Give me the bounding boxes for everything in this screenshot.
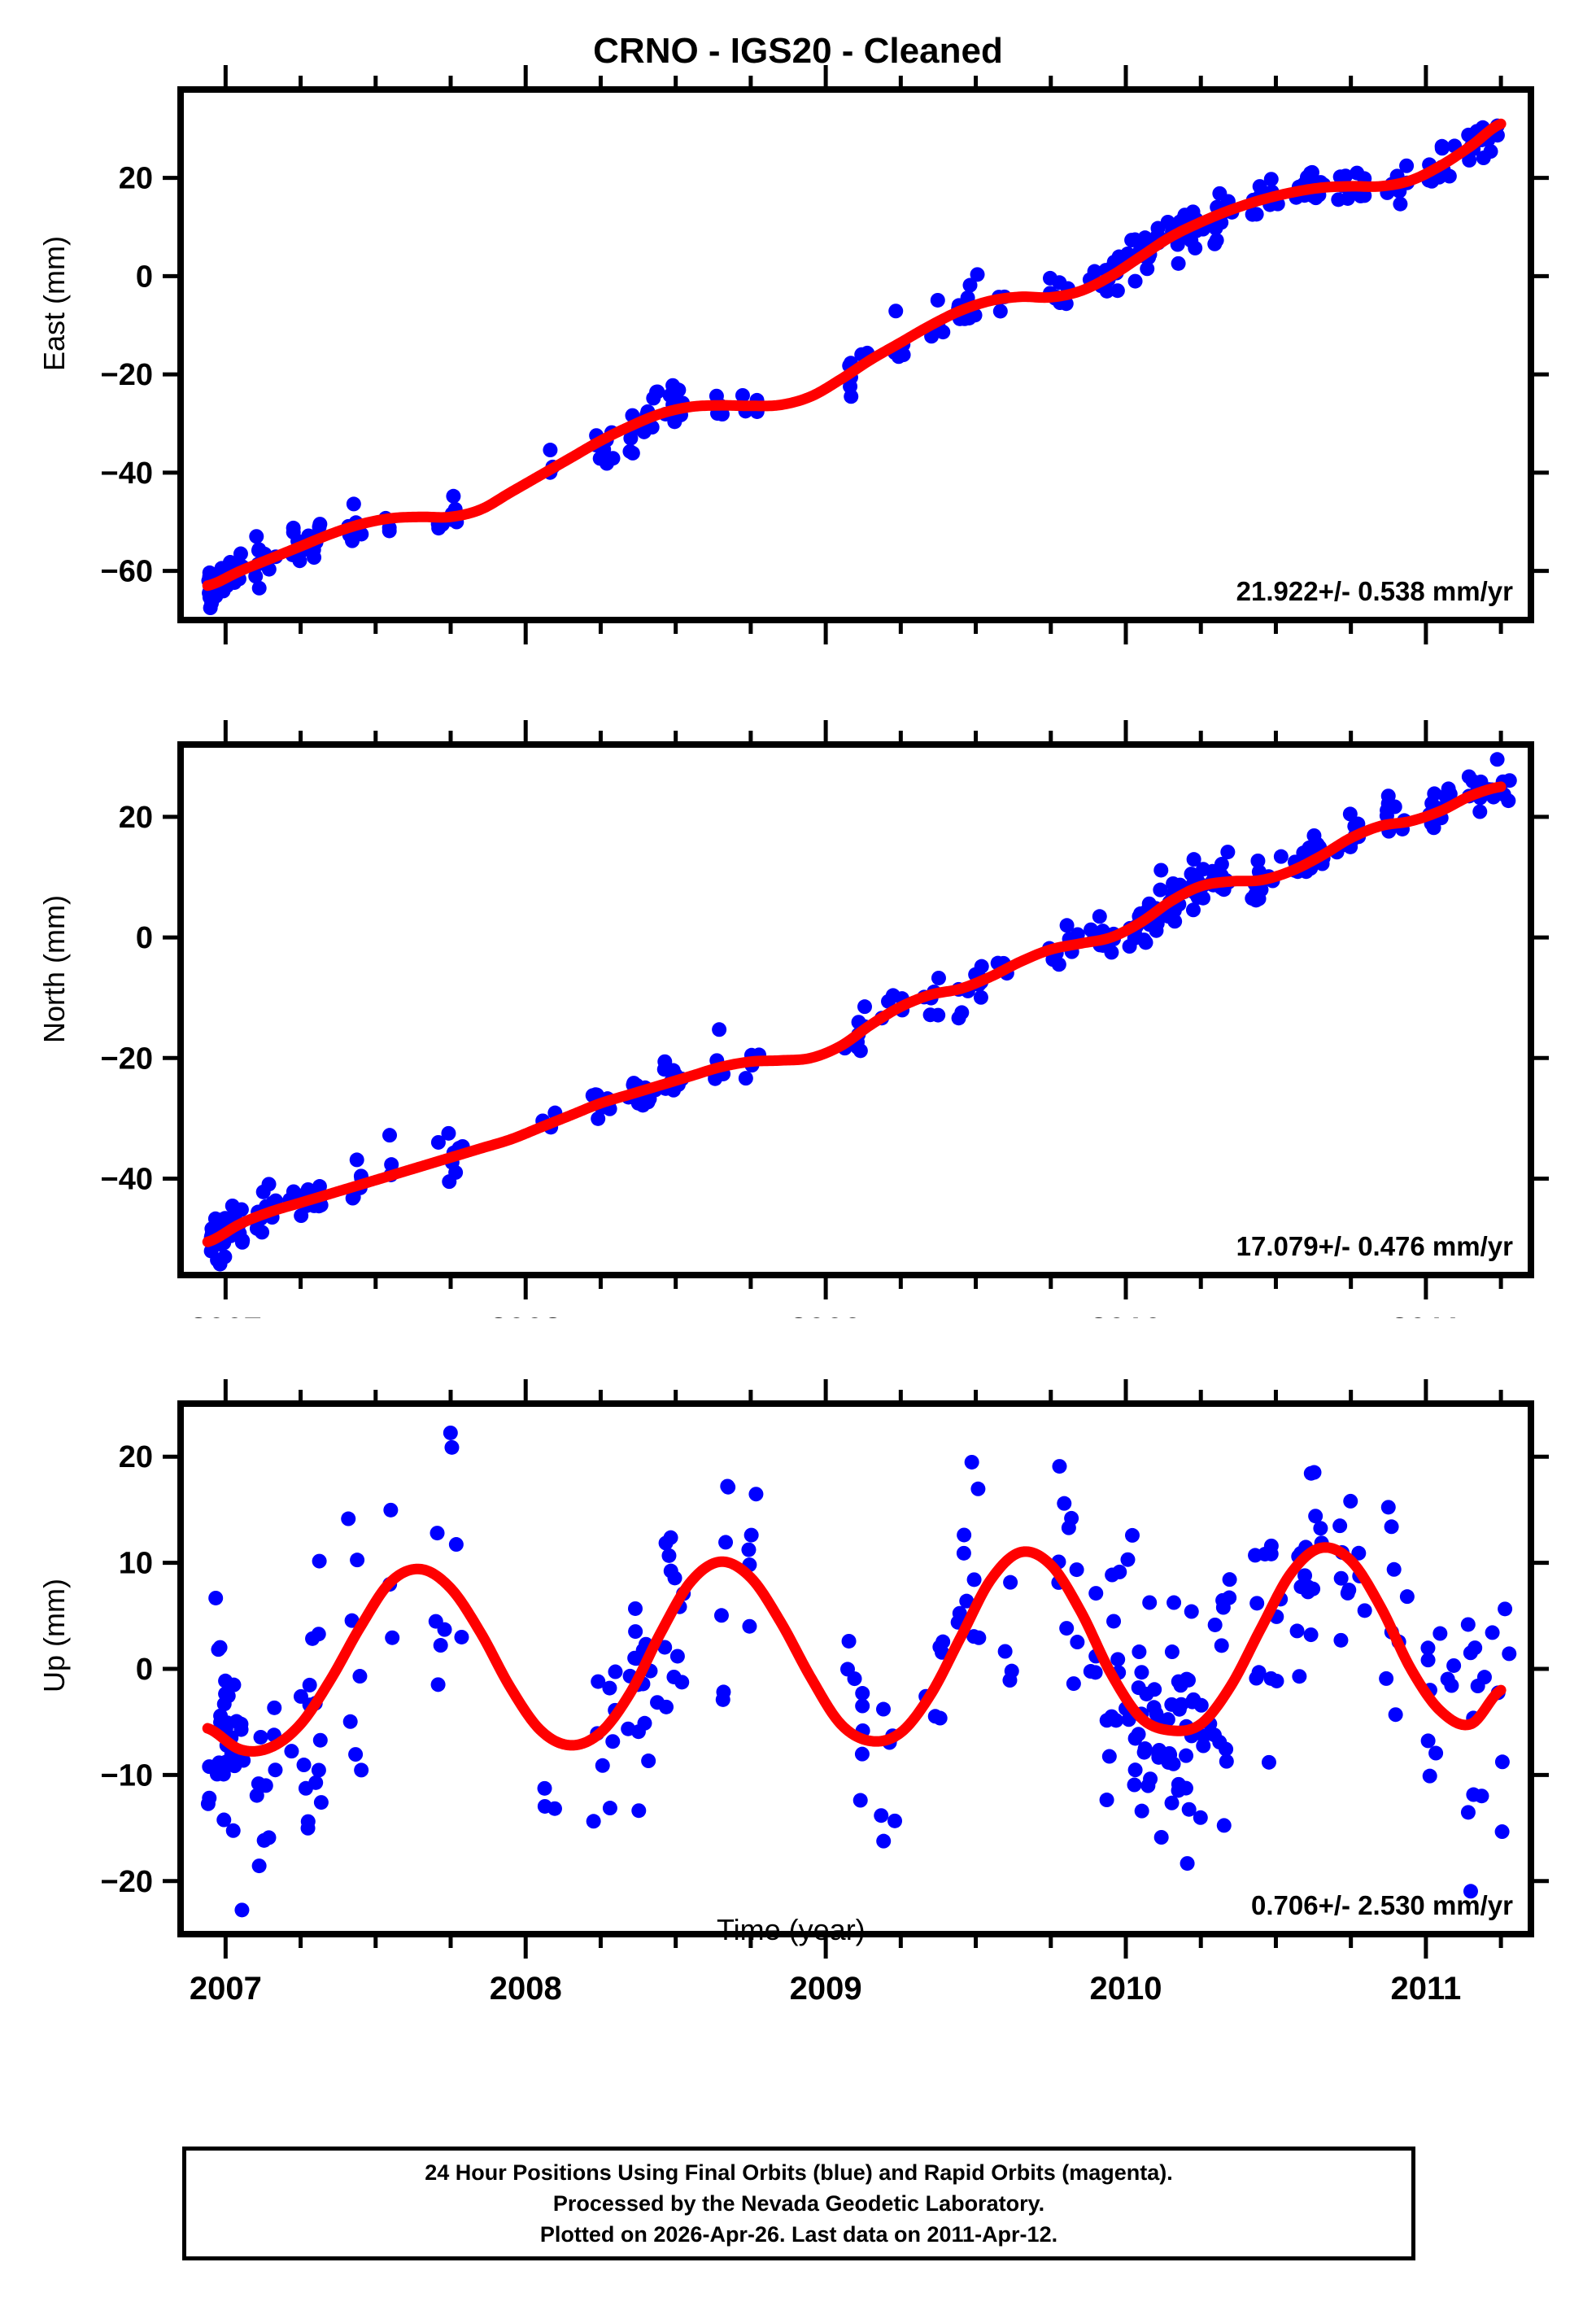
- figure-caption: 24 Hour Positions Using Final Orbits (bl…: [182, 2147, 1415, 2260]
- y-tick-label: 20: [119, 162, 153, 196]
- model-fit-curve: [202, 781, 1507, 1247]
- caption-line-2: Processed by the Nevada Geodetic Laborat…: [552, 2190, 1045, 2216]
- rate-annotation: 21.922+/- 0.538 mm/yr: [1236, 576, 1513, 606]
- caption-line-1: 24 Hour Positions Using Final Orbits (bl…: [425, 2160, 1173, 2185]
- y-tick-label: −40: [101, 1162, 153, 1196]
- rate-annotation: 0.706+/- 2.530 mm/yr: [1251, 1890, 1513, 1920]
- x-tick-label: 2008: [490, 1971, 562, 2007]
- x-tick-label: 2010: [1090, 657, 1162, 659]
- x-tick-label: 2007: [190, 1312, 262, 1318]
- panel-up: Up (mm) 20 10 0 −10 −20 2007 2008 2009 2010 2011 0…: [0, 1318, 1596, 2051]
- data-points: [200, 1425, 1517, 1918]
- x-tick-label: 2008: [490, 1312, 562, 1318]
- y-axis-label-north: North (mm): [37, 895, 71, 1043]
- x-tick-label: 2008: [490, 657, 562, 659]
- y-tick-label: −20: [101, 1865, 153, 1899]
- y-tick-label: 0: [136, 1653, 153, 1687]
- y-axis-label-east: East (mm): [37, 236, 71, 371]
- y-tick-label: −20: [101, 358, 153, 392]
- y-tick-label: −60: [101, 555, 153, 589]
- y-axis-label-up: Up (mm): [37, 1579, 71, 1692]
- x-tick-label: 2011: [1390, 1971, 1461, 2007]
- y-tick-label: −10: [101, 1758, 153, 1793]
- plot-area-east: 20 0 −20 −40 −60 2007 2008 2009 2010 2011 21.922+/…: [101, 65, 1549, 659]
- x-tick-label: 2007: [190, 657, 262, 659]
- model-fit-curve: [202, 1542, 1507, 1757]
- model-fit-curve: [202, 118, 1507, 592]
- y-tick-label: −40: [101, 456, 153, 491]
- x-tick-label: 2011: [1390, 657, 1461, 659]
- x-tick-label: 2009: [790, 1971, 862, 2007]
- x-tick-label: 2010: [1090, 1312, 1162, 1318]
- y-tick-label: 0: [136, 260, 153, 294]
- x-axis-title: Time (year): [717, 1913, 866, 1946]
- data-points: [203, 752, 1517, 1272]
- x-tick-label: 2007: [190, 1971, 262, 2007]
- x-tick-label: 2011: [1390, 1312, 1461, 1318]
- y-tick-label: −20: [101, 1042, 153, 1076]
- plot-area-north: 20 0 −20 −40 2007 2008 2009 2010 2011 17.079+/- 0…: [101, 720, 1549, 1318]
- caption-line-3: Plotted on 2026-Apr-26. Last data on 201…: [539, 2222, 1058, 2247]
- page-title: CRNO - IGS20 - Cleaned: [593, 31, 1003, 71]
- x-tick-label: 2009: [790, 657, 862, 659]
- y-tick-label: 20: [119, 801, 153, 835]
- panel-east: East (mm) 200−20−40−60200720082009201020…: [0, 0, 1596, 659]
- y-tick-label: 0: [136, 921, 153, 955]
- rate-annotation: 17.079+/- 0.476 mm/yr: [1236, 1231, 1513, 1261]
- y-tick-label: 10: [119, 1547, 153, 1581]
- x-tick-label: 2010: [1090, 1971, 1162, 2007]
- panel-north: North (mm) 20 0 −20 −40 2007 2008 2009 2010 2011…: [0, 659, 1596, 1318]
- y-tick-label: 20: [119, 1440, 153, 1474]
- x-tick-label: 2009: [790, 1312, 862, 1318]
